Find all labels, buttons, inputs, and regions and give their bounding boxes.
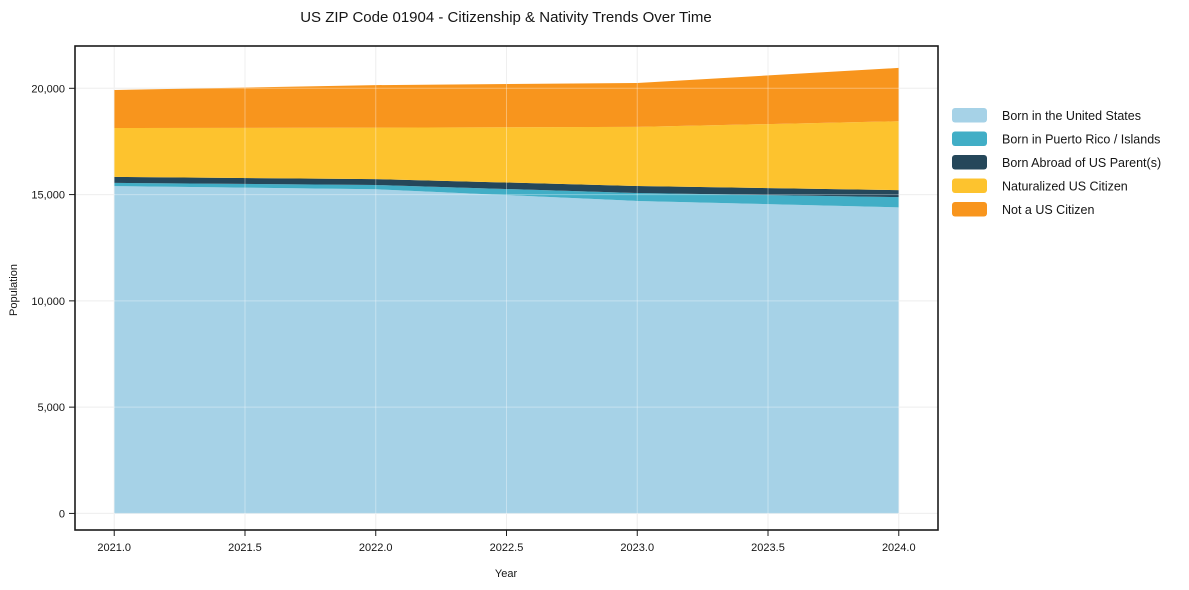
x-tick-label: 2021.5 [228,542,262,554]
legend-swatch-not-citizen[interactable] [952,202,987,217]
legend-label-born-in-us[interactable]: Born in the United States [1002,109,1141,123]
legend-swatch-born-in-us[interactable] [952,108,987,123]
legend-item-born-in-us[interactable]: Born in the United States [952,108,1141,123]
y-tick-label: 0 [59,508,65,520]
plot-area: 2021.0 2021.5 2022.0 2022.5 2023.0 2023.5 2024… [31,45,939,554]
chart-legend: Born in the United States Born in Puerto … [952,108,1161,217]
legend-item-not-citizen[interactable]: Not a US Citizen [952,202,1094,217]
legend-label-naturalized[interactable]: Naturalized US Citizen [1002,180,1128,194]
y-tick-label: 5,000 [37,402,65,414]
area-not-citizen [114,67,899,129]
x-tick-label: 2024.0 [882,542,916,554]
chart-title: US ZIP Code 01904 - Citizenship & Nativi… [300,9,712,26]
legend-label-born-abroad[interactable]: Born Abroad of US Parent(s) [1002,156,1161,170]
legend-item-born-abroad[interactable]: Born Abroad of US Parent(s) [952,155,1161,170]
area-born-in-pr [114,182,899,208]
y-axis-title: Population [8,264,20,316]
area-naturalized [114,121,899,191]
x-tick-label: 2022.5 [490,542,524,554]
legend-swatch-born-abroad[interactable] [952,155,987,170]
y-tick-label: 20,000 [31,83,65,95]
y-tick-label: 15,000 [31,190,65,202]
x-tick-label: 2022.0 [359,542,393,554]
x-tick-label: 2023.0 [620,542,654,554]
x-tick-label: 2023.5 [751,542,785,554]
area-born-in-us [114,186,899,514]
legend-swatch-born-in-pr[interactable] [952,131,987,147]
x-axis-title: Year [495,568,518,580]
legend-label-not-citizen[interactable]: Not a US Citizen [1002,203,1094,217]
area-born-abroad [114,176,899,198]
y-tick-label: 10,000 [31,296,65,308]
x-tick-label: 2021.0 [97,542,131,554]
legend-item-naturalized[interactable]: Naturalized US Citizen [952,178,1128,194]
legend-label-born-in-pr[interactable]: Born in Puerto Rico / Islands [1002,133,1160,147]
legend-item-born-in-pr[interactable]: Born in Puerto Rico / Islands [952,131,1160,147]
legend-swatch-naturalized[interactable] [952,178,987,194]
